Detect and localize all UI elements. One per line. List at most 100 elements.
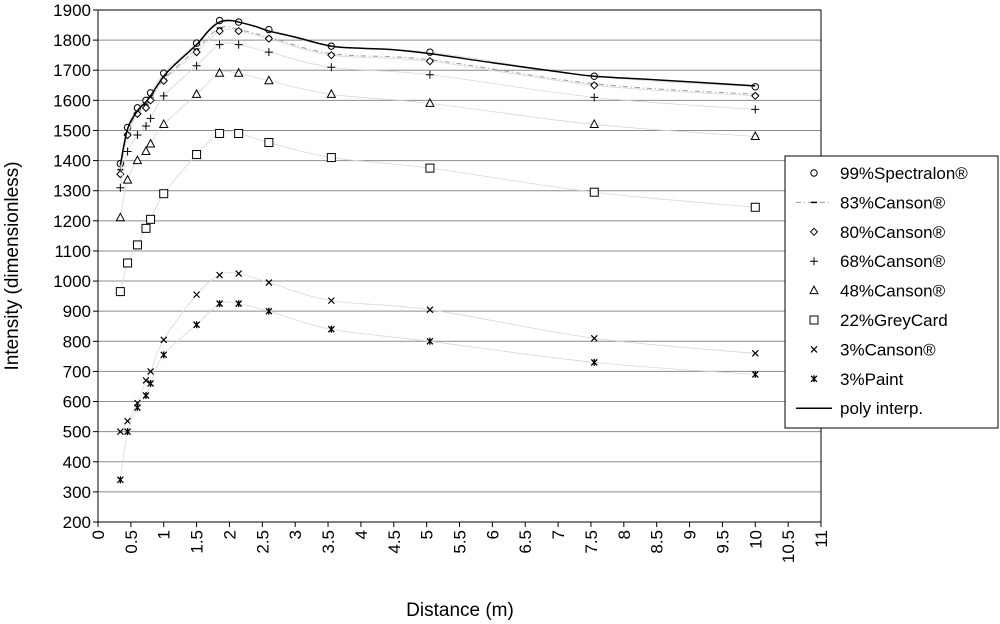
legend-marker xyxy=(810,375,818,383)
data-point xyxy=(215,128,225,138)
data-point xyxy=(132,155,143,165)
legend-marker xyxy=(810,257,818,266)
y-tick-label: 1300 xyxy=(53,182,91,201)
x-tick-label: 5.5 xyxy=(451,530,470,554)
data-point xyxy=(141,121,150,130)
y-tick-label: 1200 xyxy=(53,212,91,231)
data-point xyxy=(327,50,336,60)
data-point xyxy=(142,392,150,400)
data-point xyxy=(193,291,201,299)
legend-box xyxy=(784,155,999,429)
data-point xyxy=(265,279,273,286)
data-point xyxy=(264,138,274,148)
data-point xyxy=(751,105,760,114)
series-8 xyxy=(119,19,756,166)
data-point xyxy=(751,370,759,378)
x-tick-label: 11 xyxy=(812,530,831,548)
data-point xyxy=(751,349,759,357)
y-tick-label: 400 xyxy=(63,453,91,472)
data-point xyxy=(425,70,434,79)
x-tick-label: 8.5 xyxy=(648,530,667,554)
legend-marker xyxy=(809,285,819,295)
y-tick-label: 200 xyxy=(63,513,91,532)
legend-label: 22%GreyCard xyxy=(840,311,948,330)
data-point xyxy=(265,307,273,315)
data-point xyxy=(590,358,598,366)
data-point xyxy=(192,61,201,70)
series-4 xyxy=(115,67,761,222)
data-point xyxy=(216,271,224,279)
data-point xyxy=(147,379,155,387)
y-tick-label: 500 xyxy=(63,423,91,442)
data-point xyxy=(191,88,202,98)
data-point xyxy=(215,40,224,49)
series-layer xyxy=(115,16,761,484)
y-tick-label: 1900 xyxy=(53,1,91,20)
data-point xyxy=(327,297,335,305)
data-point xyxy=(264,34,274,43)
legend-label: 83%Canson® xyxy=(840,193,946,212)
x-tick-label: 7 xyxy=(549,530,568,539)
data-point xyxy=(132,240,142,250)
y-tick-label: 1600 xyxy=(53,91,91,110)
data-point xyxy=(590,93,599,102)
data-point xyxy=(215,26,224,36)
legend-label: 99%Spectralon® xyxy=(840,164,968,183)
data-point xyxy=(264,48,273,57)
data-point xyxy=(115,287,125,297)
y-tick-label: 1800 xyxy=(53,31,91,50)
legend-marker xyxy=(809,227,819,237)
data-point xyxy=(160,351,168,359)
x-tick-label: 3.5 xyxy=(319,530,338,554)
y-tick-label: 1500 xyxy=(53,121,91,140)
data-point xyxy=(115,212,126,222)
data-point xyxy=(234,128,244,138)
data-point xyxy=(192,47,201,57)
legend-label: 48%Canson® xyxy=(840,282,946,301)
data-point xyxy=(159,91,168,100)
data-point xyxy=(590,81,599,90)
legend-marker xyxy=(810,169,818,177)
data-point xyxy=(123,130,132,140)
data-point xyxy=(192,150,202,160)
data-point xyxy=(214,67,225,77)
data-point xyxy=(751,91,760,101)
y-tick-label: 900 xyxy=(63,302,91,321)
x-tick-label: 9.5 xyxy=(713,530,732,554)
x-tick-label: 10.5 xyxy=(779,530,798,563)
data-point xyxy=(216,300,224,308)
x-tick-label: 4 xyxy=(352,530,371,539)
y-tick-label: 800 xyxy=(63,332,91,351)
y-tick-label: 1100 xyxy=(54,242,91,261)
x-tick-label: 8 xyxy=(615,530,634,539)
x-tick-label: 0.5 xyxy=(122,530,141,554)
x-tick-label: 2 xyxy=(220,530,239,539)
data-point xyxy=(193,321,201,329)
data-point xyxy=(116,476,124,484)
data-point xyxy=(124,417,132,425)
data-point xyxy=(426,337,434,345)
series-connector-line xyxy=(119,42,756,188)
data-point xyxy=(133,109,142,119)
x-axis-label: Distance (m) xyxy=(406,600,514,621)
data-point xyxy=(192,39,201,47)
x-tick-label: 10 xyxy=(746,530,765,549)
y-tick-label: 1700 xyxy=(53,61,91,80)
data-point xyxy=(147,367,155,375)
x-axis-ticks: 0 0.5 1 1.5 2 2.5 3 3.5 4 4.5 5 5.5 6 6.5 7 7.5 8 8.5 9 9.5… xyxy=(89,522,831,563)
data-point xyxy=(426,306,434,314)
x-tick-label: 7.5 xyxy=(582,530,601,554)
x-tick-label: 1 xyxy=(155,530,174,539)
data-point xyxy=(425,97,435,107)
x-tick-label: 1.5 xyxy=(188,530,207,554)
series-6 xyxy=(116,270,759,436)
y-tick-label: 1000 xyxy=(53,272,91,291)
series-7 xyxy=(116,300,759,484)
y-tick-label: 1400 xyxy=(53,152,91,171)
data-point xyxy=(141,145,151,156)
data-point xyxy=(589,118,600,128)
legend-marker xyxy=(810,345,818,353)
data-point xyxy=(425,163,435,173)
y-axis-label: Intensity (dimensionless) xyxy=(2,161,23,370)
